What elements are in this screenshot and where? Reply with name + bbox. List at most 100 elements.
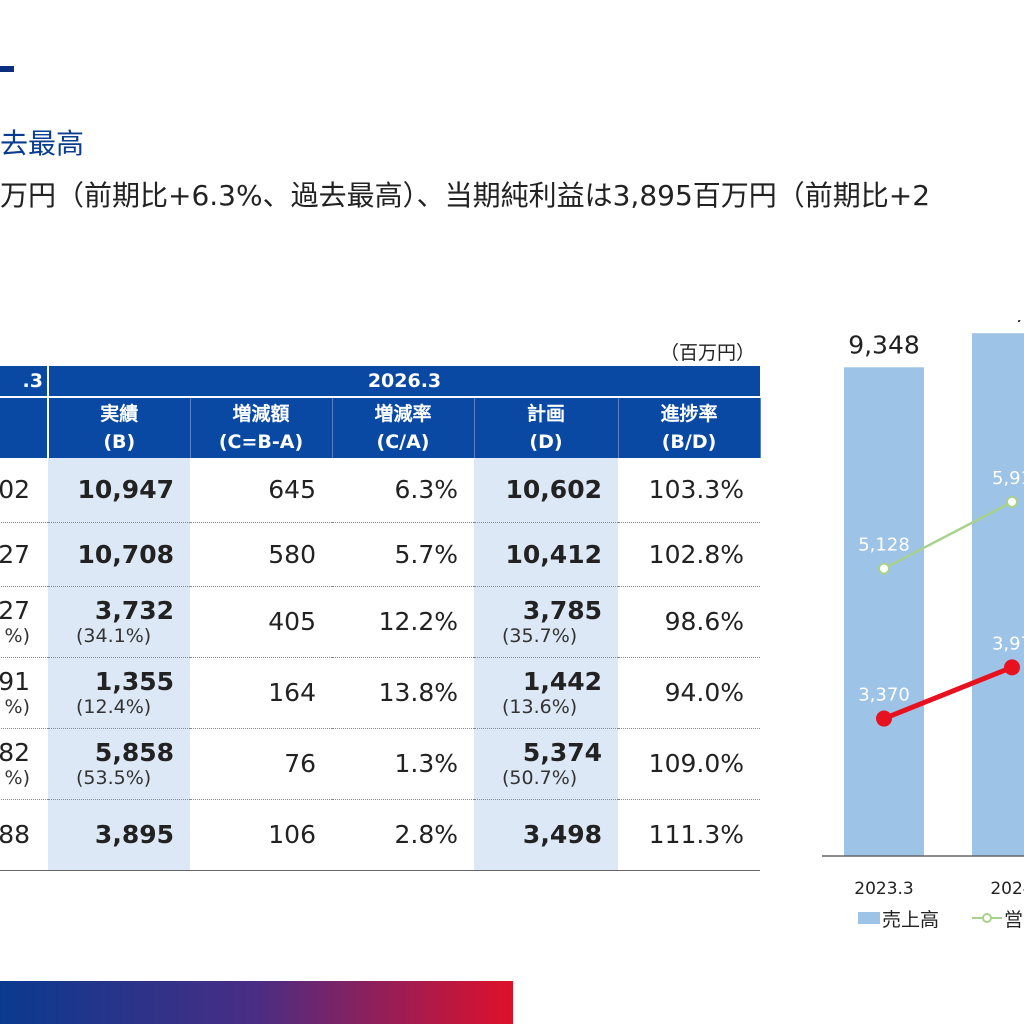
plan-cell: 10,602 bbox=[474, 458, 618, 523]
results-chart: 9,348 10,0 5,128 5,91 3,370 3,97 2023.3 2024 売上高… bbox=[822, 320, 1024, 931]
prev-cell: 02 bbox=[0, 458, 48, 523]
progress-value: 111.3% bbox=[648, 820, 744, 849]
diff-cell: 106 bbox=[190, 799, 332, 871]
prev-value: 02 bbox=[0, 475, 30, 504]
legend-swatch-bar bbox=[858, 912, 880, 924]
line-label: 5,128 bbox=[858, 535, 910, 556]
actual-cell: 10,947 bbox=[48, 458, 190, 523]
table-row: 88 3,895 106 2.8% 3,498 111.3% bbox=[0, 799, 902, 871]
progress-cell: 94.0% bbox=[618, 657, 760, 729]
rate-cell: 13.8% bbox=[332, 657, 474, 729]
diff-cell: 164 bbox=[190, 657, 332, 729]
actual-value: 3,895 bbox=[94, 820, 174, 849]
diff-cell: 405 bbox=[190, 586, 332, 658]
diff-cell: 580 bbox=[190, 522, 332, 587]
col-header-rate: 増減率 (C/A) bbox=[332, 396, 475, 458]
prev-value: 27 bbox=[0, 539, 30, 569]
series-line-2 bbox=[883, 665, 1013, 721]
actual-cell: 10,708 bbox=[48, 522, 190, 587]
line-label: 5,91 bbox=[992, 468, 1024, 489]
diff-cell: 645 bbox=[190, 458, 332, 523]
bar-2024 bbox=[972, 333, 1024, 856]
rate-cell: 6.3% bbox=[332, 458, 474, 523]
results-table: .3 2026.3 実績 (B) 増減額 (C=B-A) 増減率 (C/A) 計画 (D… bbox=[0, 366, 902, 871]
plan-ratio: (13.6%) bbox=[502, 696, 578, 718]
plan-value: 10,602 bbox=[505, 475, 602, 504]
prev-ratio: %) bbox=[4, 696, 30, 718]
actual-ratio: (12.4%) bbox=[76, 696, 152, 718]
table-row: 27 10,708 580 5.7% 10,412 102.8% bbox=[0, 522, 902, 587]
col-header-progress: 進捗率 (B/D) bbox=[618, 396, 761, 458]
diff-value: 580 bbox=[268, 539, 316, 569]
col-header-diff: 増減額 (C=B-A) bbox=[190, 396, 333, 458]
plan-cell: 3,498 bbox=[474, 799, 618, 871]
prev-ratio: %) bbox=[4, 625, 30, 647]
actual-value: 10,947 bbox=[77, 475, 174, 504]
legend-label-bar: 売上高 bbox=[882, 909, 939, 931]
diff-cell: 76 bbox=[190, 728, 332, 800]
line-point bbox=[1006, 495, 1018, 508]
actual-value: 10,708 bbox=[77, 539, 174, 569]
progress-cell: 111.3% bbox=[618, 799, 760, 871]
prev-value: 88 bbox=[0, 820, 30, 849]
prev-cell: 91%) bbox=[0, 657, 48, 729]
plan-value: 5,374 bbox=[522, 738, 602, 767]
prev-cell: 27 bbox=[0, 522, 48, 587]
diff-value: 645 bbox=[268, 475, 316, 504]
footer-gradient-bar bbox=[0, 981, 513, 1024]
progress-value: 102.8% bbox=[648, 539, 744, 569]
actual-ratio: (53.5%) bbox=[76, 767, 152, 789]
table-row: 82%) 5,858 (53.5%) 76 1.3% 5,374 (50.7%) 109.0% bbox=[0, 728, 902, 800]
table-row: 02 10,947 645 6.3% 10,602 103.3% bbox=[0, 458, 902, 523]
progress-value: 98.6% bbox=[664, 607, 744, 636]
plan-value: 10,412 bbox=[505, 539, 602, 569]
rate-value: 6.3% bbox=[394, 475, 458, 504]
prev-cell: 88 bbox=[0, 799, 48, 871]
rate-value: 12.2% bbox=[378, 607, 458, 636]
plan-ratio: (35.7%) bbox=[502, 625, 578, 647]
progress-value: 103.3% bbox=[648, 475, 744, 504]
actual-value: 1,355 bbox=[94, 667, 174, 696]
legend-label-line: 営 bbox=[1004, 909, 1023, 931]
rate-cell: 2.8% bbox=[332, 799, 474, 871]
actual-cell: 1,355 (12.4%) bbox=[48, 657, 190, 729]
line-point bbox=[878, 562, 890, 575]
title-accent-bar bbox=[0, 66, 14, 72]
progress-value: 94.0% bbox=[664, 678, 744, 707]
diff-value: 76 bbox=[284, 749, 316, 778]
x-tick-label: 2023.3 bbox=[854, 879, 913, 899]
actual-value: 5,858 bbox=[94, 738, 174, 767]
prev-value: 82 bbox=[0, 738, 30, 767]
plan-cell: 5,374 (50.7%) bbox=[474, 728, 618, 800]
plan-ratio: (50.7%) bbox=[502, 767, 578, 789]
rate-value: 1.3% bbox=[394, 749, 458, 778]
prev-cell: 82%) bbox=[0, 728, 48, 800]
plan-cell: 1,442 (13.6%) bbox=[474, 657, 618, 729]
prev-ratio: %) bbox=[4, 767, 30, 789]
summary-text: 万円（前期比+6.3%、過去最高）、当期純利益は3,895百万円（前期比+2 bbox=[0, 179, 931, 212]
col-header-prev bbox=[0, 396, 49, 458]
x-tick-label: 2024 bbox=[990, 879, 1024, 899]
plan-cell: 10,412 bbox=[474, 522, 618, 587]
plan-cell: 3,785 (35.7%) bbox=[474, 586, 618, 658]
diff-value: 405 bbox=[268, 607, 316, 636]
prev-value: 27 bbox=[0, 596, 30, 625]
series-line-1 bbox=[883, 500, 1013, 570]
progress-cell: 98.6% bbox=[618, 586, 760, 658]
diff-value: 106 bbox=[268, 820, 316, 849]
line-point bbox=[1004, 659, 1020, 676]
rate-cell: 5.7% bbox=[332, 522, 474, 587]
table-row: 27%) 3,732 (34.1%) 405 12.2% 3,785 (35.7%) 98.6… bbox=[0, 586, 902, 658]
column-header-row: 実績 (B) 増減額 (C=B-A) 増減率 (C/A) 計画 (D) 進捗率 (B/D) bbox=[0, 396, 902, 458]
line-label: 3,370 bbox=[858, 685, 910, 706]
year-curr-header: 2026.3 bbox=[48, 366, 760, 397]
progress-cell: 102.8% bbox=[618, 522, 760, 587]
actual-ratio: (34.1%) bbox=[76, 625, 152, 647]
progress-cell: 103.3% bbox=[618, 458, 760, 523]
plan-value: 3,785 bbox=[522, 596, 602, 625]
col-header-plan: 計画 (D) bbox=[474, 396, 619, 458]
bar-2023.3 bbox=[844, 367, 924, 856]
rate-cell: 12.2% bbox=[332, 586, 474, 658]
col-header-actual: 実績 (B) bbox=[48, 396, 191, 458]
prev-cell: 27%) bbox=[0, 586, 48, 658]
